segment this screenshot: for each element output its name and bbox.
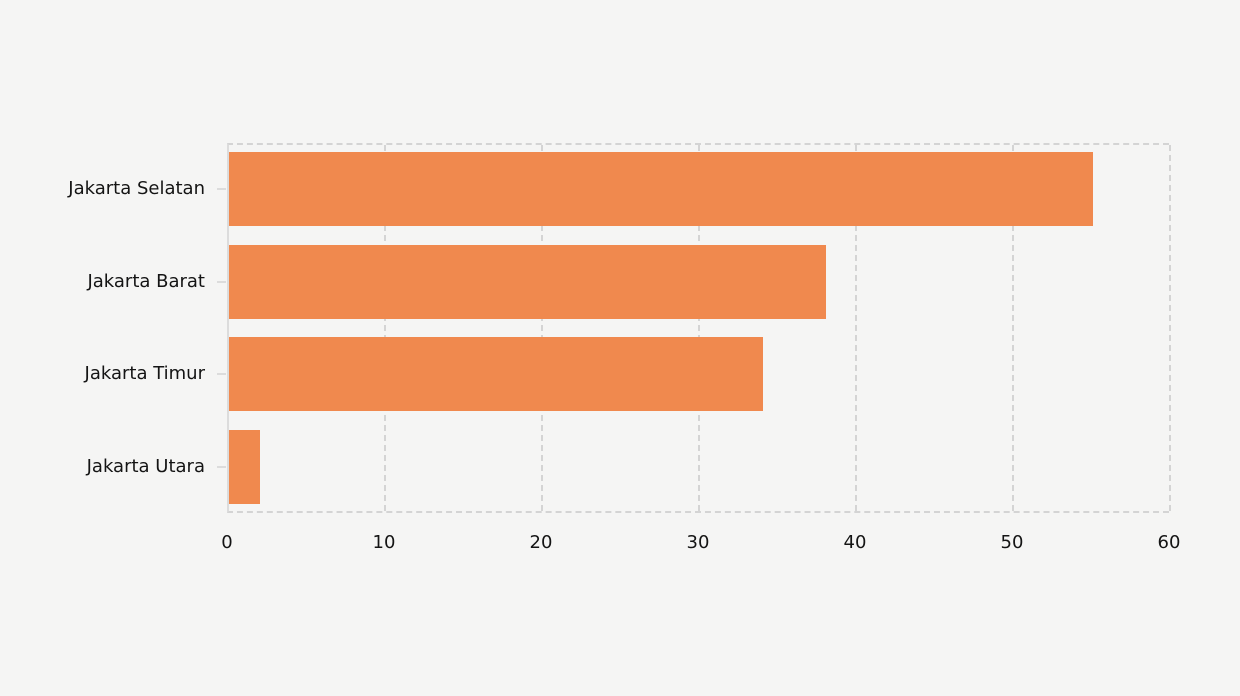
y-tick-label-3: Jakarta Utara bbox=[86, 455, 205, 477]
y-tick-label-1: Jakarta Barat bbox=[87, 270, 205, 292]
bar-2 bbox=[229, 337, 763, 412]
y-tick-label-0: Jakarta Selatan bbox=[68, 178, 205, 199]
y-tick-mark-2 bbox=[217, 373, 226, 376]
y-tick-mark-1 bbox=[217, 280, 226, 283]
y-tick-label-2: Jakarta Timur bbox=[84, 363, 205, 384]
gridline-x-30 bbox=[698, 145, 700, 511]
x-tick-label-60: 60 bbox=[1157, 532, 1181, 553]
plot-area bbox=[227, 143, 1171, 513]
gridline-x-20 bbox=[541, 145, 543, 511]
x-tick-label-30: 30 bbox=[686, 532, 710, 553]
gridline-x-50 bbox=[1012, 145, 1014, 511]
y-tick-mark-3 bbox=[217, 465, 226, 468]
x-tick-label-10: 10 bbox=[372, 532, 396, 553]
bar-1 bbox=[229, 244, 826, 319]
gridline-x-10 bbox=[384, 145, 386, 511]
gridline-x-60 bbox=[1169, 145, 1171, 511]
gridline-x-40 bbox=[855, 145, 857, 511]
x-tick-label-0: 0 bbox=[221, 532, 233, 553]
x-tick-label-50: 50 bbox=[1000, 532, 1024, 553]
y-tick-mark-0 bbox=[217, 188, 226, 191]
x-tick-label-20: 20 bbox=[529, 532, 553, 553]
x-tick-label-40: 40 bbox=[843, 532, 867, 553]
bar-0 bbox=[229, 152, 1093, 227]
bar-3 bbox=[229, 429, 261, 504]
